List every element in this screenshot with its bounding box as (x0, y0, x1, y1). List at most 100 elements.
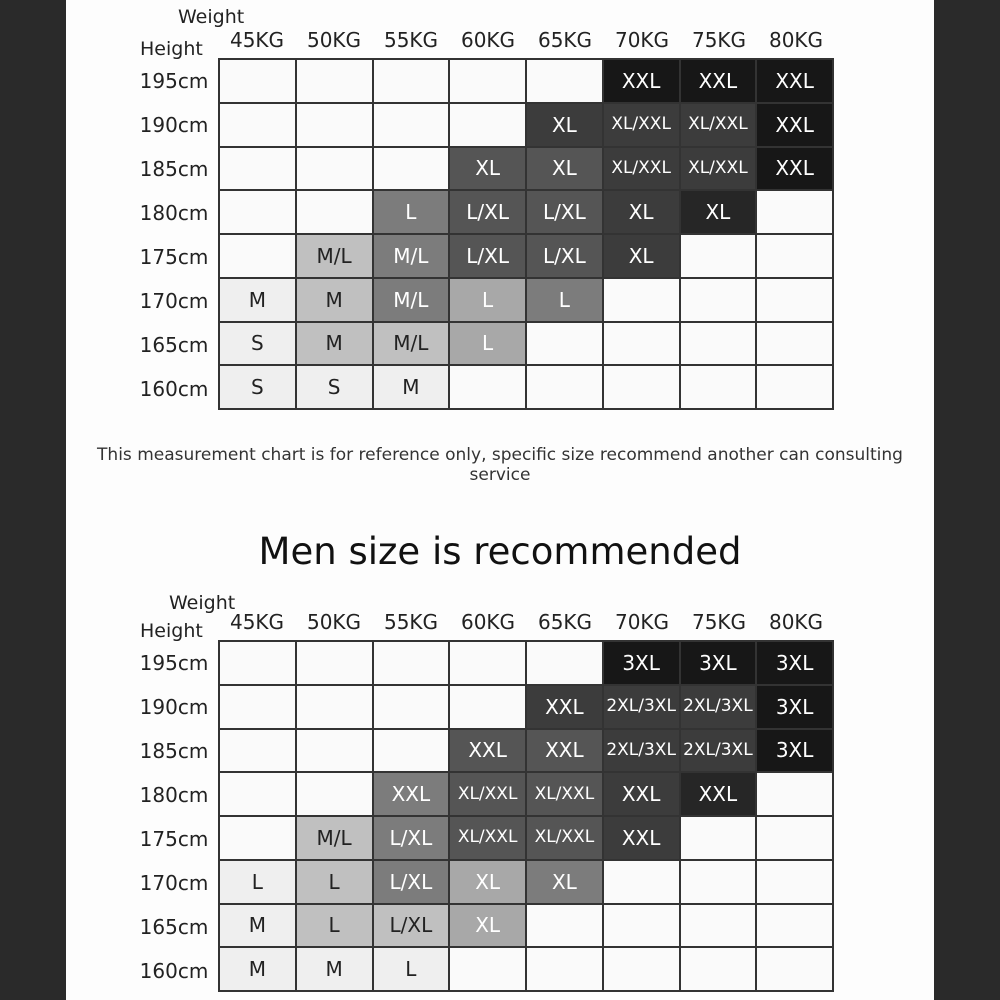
size-cell: XL/XXL (527, 773, 604, 817)
size-cell: L/XL (373, 817, 451, 861)
height-header: 180cm (139, 201, 209, 225)
size-cell: M (296, 278, 374, 323)
size-cell (296, 773, 374, 817)
size-cell: XL (603, 191, 681, 235)
size-cell: L (527, 278, 604, 323)
size-cell (680, 860, 758, 905)
size-cell: 2XL/3XL (680, 729, 758, 774)
size-cell (680, 322, 758, 367)
size-cell (373, 685, 451, 730)
size-cell: XL/XXL (527, 817, 604, 861)
size-cell (603, 904, 681, 949)
size-cell: M (296, 322, 374, 367)
size-cell (220, 642, 297, 686)
weight-header: 75KG (691, 610, 747, 634)
height-header: 190cm (139, 695, 209, 719)
size-cell (527, 322, 604, 367)
weight-header: 70KG (614, 610, 670, 634)
size-cell (296, 642, 374, 686)
weight-header: 80KG (768, 28, 824, 52)
size-cell: 2XL/3XL (680, 685, 758, 730)
size-cell (450, 60, 527, 104)
size-cell: L (296, 904, 374, 949)
size-cell: L/XL (527, 235, 604, 279)
height-axis-label: Height (140, 620, 203, 642)
weight-header: 50KG (306, 610, 362, 634)
size-cell (757, 948, 834, 992)
size-cell: M/L (373, 235, 451, 279)
size-cell (296, 103, 374, 148)
size-cell: M (220, 904, 297, 949)
size-cell: M (373, 366, 451, 410)
size-cell: XXL (373, 773, 451, 817)
size-cell: L/XL (373, 860, 451, 905)
size-cell (450, 366, 527, 410)
section-title: Men size is recommended (258, 530, 742, 573)
height-header: 185cm (139, 739, 209, 763)
size-cell: XL/XXL (603, 103, 681, 148)
size-cell: XL (603, 235, 681, 279)
size-cell: 3XL (757, 729, 834, 774)
weight-header: 50KG (306, 28, 362, 52)
size-cell: XL (450, 904, 527, 949)
size-cell: L/XL (527, 191, 604, 235)
size-cell: XXL (527, 685, 604, 730)
size-cell (450, 948, 527, 992)
size-cell: L (296, 860, 374, 905)
weight-header: 45KG (229, 610, 285, 634)
size-cell (527, 642, 604, 686)
size-cell (757, 817, 834, 861)
size-cell (296, 191, 374, 235)
height-header: 170cm (139, 289, 209, 313)
size-cell: XXL (680, 773, 758, 817)
size-cell: M (220, 948, 297, 992)
size-cell: L (450, 322, 527, 367)
size-cell (220, 817, 297, 861)
size-cell: XL/XXL (603, 147, 681, 192)
size-grid: 3XL 3XL 3XL XXL 2XL/3XL 2XL/3XL 3XL XXL XXL 2XL/3… (218, 640, 834, 992)
size-cell: 2XL/3XL (603, 685, 681, 730)
size-cell: XL/XXL (450, 773, 527, 817)
size-cell: 3XL (757, 642, 834, 686)
size-cell (680, 948, 758, 992)
size-cell (757, 322, 834, 367)
height-header: 160cm (139, 377, 209, 401)
weight-header: 65KG (537, 610, 593, 634)
size-cell: XL (527, 147, 604, 192)
size-cell (220, 147, 297, 192)
weight-header: 60KG (460, 610, 516, 634)
size-cell: 2XL/3XL (603, 729, 681, 774)
height-header: 190cm (139, 113, 209, 137)
size-cell: M/L (373, 278, 451, 323)
size-cell: L/XL (450, 191, 527, 235)
size-cell: 3XL (603, 642, 681, 686)
size-cell: XXL (527, 729, 604, 774)
height-header: 195cm (139, 651, 209, 675)
height-header: 160cm (139, 959, 209, 983)
size-cell (680, 817, 758, 861)
size-cell (603, 860, 681, 905)
size-cell (680, 366, 758, 410)
size-cell: S (296, 366, 374, 410)
size-cell (373, 60, 451, 104)
height-header: 165cm (139, 915, 209, 939)
size-cell: M/L (296, 817, 374, 861)
weight-header: 60KG (460, 28, 516, 52)
height-axis-label: Height (140, 38, 203, 60)
size-cell: XL/XXL (450, 817, 527, 861)
size-cell (527, 366, 604, 410)
size-cell (603, 948, 681, 992)
size-cell: 3XL (680, 642, 758, 686)
size-cell (296, 685, 374, 730)
size-cell (220, 60, 297, 104)
weight-header: 75KG (691, 28, 747, 52)
size-cell (757, 366, 834, 410)
weight-header: 55KG (383, 610, 439, 634)
size-cell: XL (527, 103, 604, 148)
size-cell (757, 773, 834, 817)
size-cell (680, 235, 758, 279)
size-cell (680, 278, 758, 323)
size-cell: XL/XXL (680, 147, 758, 192)
height-header: 165cm (139, 333, 209, 357)
height-header: 175cm (139, 245, 209, 269)
